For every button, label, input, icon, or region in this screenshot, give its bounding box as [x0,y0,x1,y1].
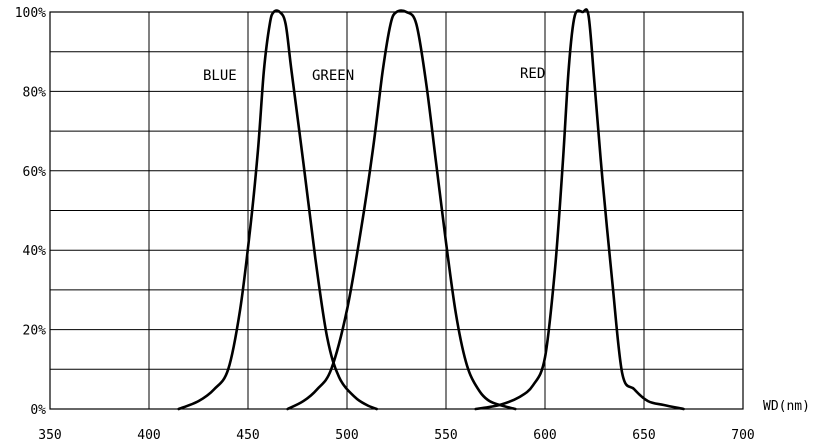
series-label-green: GREEN [312,68,354,84]
series-line-red [474,8,685,411]
x-tick-label: 650 [632,428,655,443]
y-tick-label: 40% [23,244,47,259]
series-labels: BLUE GREEN RED [203,66,545,84]
y-tick-label: 20% [23,324,47,339]
x-tick-label: 500 [335,428,358,443]
x-tick-label: 350 [38,428,61,443]
grid [50,12,743,409]
x-axis-label: WD(nm) [763,399,810,414]
y-tick-label: 100% [15,6,46,21]
x-tick-label: 450 [236,428,259,443]
y-axis: 0% 20% 40% 60% 80% 100% [15,6,46,418]
series-line-green [286,9,517,411]
series-lines [177,8,685,411]
y-tick-label: 0% [30,403,46,418]
series-label-blue: BLUE [203,68,237,84]
x-axis: 350 400 450 500 550 600 650 700 [38,428,754,443]
x-tick-label: 700 [731,428,754,443]
x-tick-label: 400 [137,428,160,443]
x-tick-label: 600 [533,428,556,443]
y-tick-label: 80% [23,85,47,100]
series-line-blue [177,9,378,411]
y-tick-label: 60% [23,165,47,180]
x-tick-label: 550 [434,428,457,443]
series-label-red: RED [520,66,545,82]
